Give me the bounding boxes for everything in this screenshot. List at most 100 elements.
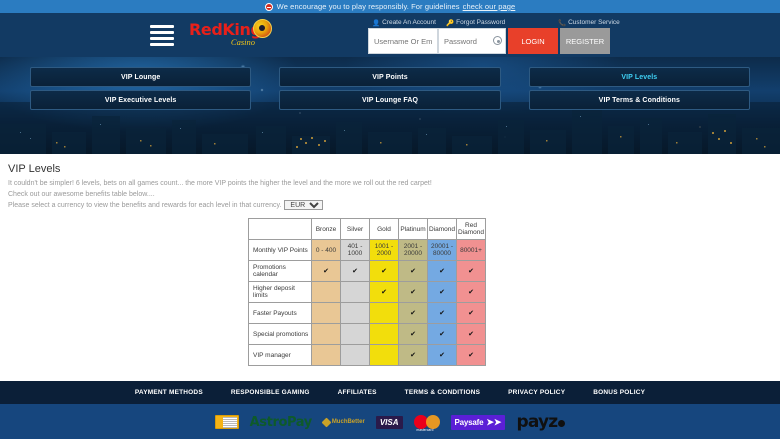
eye-icon[interactable]	[493, 36, 502, 45]
currency-select[interactable]: EUR	[284, 200, 324, 210]
check-icon: ✔	[468, 310, 474, 317]
responsible-gaming-banner: We encourage you to play responsibly. Fo…	[0, 0, 780, 13]
create-account-link[interactable]: 👤 Create An Account	[368, 19, 446, 27]
astropay-logo: AstroPay	[249, 414, 313, 430]
cell-faster-payouts-diamond: ✔	[426, 302, 458, 324]
phone-icon: 📞	[558, 19, 567, 27]
login-form: LOGIN REGISTER	[368, 28, 620, 54]
check-icon: ✔	[468, 289, 474, 296]
cell-faster-payouts-silver	[340, 302, 370, 324]
intro-line-1: It couldn't be simpler! 6 levels, bets o…	[8, 180, 432, 187]
paysafe-logo: Paysafe ➤➤	[450, 414, 506, 430]
cell-faster-payouts-bronze	[311, 302, 341, 324]
vip-hero-banner: VIP Lounge VIP Points VIP Levels VIP Exe…	[0, 57, 780, 154]
cell-higher-deposit-limits-bronze	[311, 281, 341, 303]
cell-vip-manager-bronze	[311, 344, 341, 366]
vip-benefits-table: Bronze Silver Gold Platinum Diamond Red …	[248, 218, 487, 366]
table-body: Monthly VIP Points 0 - 400 401 - 1000 1001 …	[248, 239, 487, 366]
points-cell-platinum: 2001 - 20000	[398, 239, 428, 261]
row-label-special-promotions: Special promotions	[248, 323, 312, 345]
row-label-promotions-calendar: Promotions calendar	[248, 260, 312, 282]
check-icon: ✔	[439, 268, 445, 275]
auth-area: 👤 Create An Account 🔑 Forgot Password 📞 …	[368, 17, 620, 54]
hamburger-menu-icon[interactable]	[150, 24, 174, 46]
cell-higher-deposit-limits-silver	[340, 281, 370, 303]
cityscape-illustration	[0, 102, 780, 154]
register-button[interactable]: REGISTER	[560, 28, 610, 54]
row-label-higher-deposit-limits: Higher deposit limits	[248, 281, 312, 303]
cell-faster-payouts-gold	[369, 302, 399, 324]
payz-dot-icon	[558, 420, 566, 427]
check-icon: ✔	[323, 268, 329, 275]
check-icon: ✔	[468, 352, 474, 359]
table-header-row: Bronze Silver Gold Platinum Diamond Red …	[248, 218, 487, 240]
cell-higher-deposit-limits-gold: ✔	[369, 281, 399, 303]
vip-nav: VIP Lounge VIP Points VIP Levels VIP Exe…	[0, 57, 780, 154]
points-cell-silver: 401 - 1000	[340, 239, 370, 261]
customer-service-link[interactable]: 📞 Customer Service	[558, 19, 620, 27]
responsible-gaming-link[interactable]: check our page	[462, 2, 516, 11]
table-row-special-promotions: Special promotions ✔ ✔ ✔	[248, 323, 487, 345]
tier-header-bronze: Bronze	[311, 218, 341, 240]
cell-vip-manager-diamond: ✔	[426, 344, 458, 366]
check-icon: ✔	[439, 331, 445, 338]
nav-button-vip-lounge-faq[interactable]: VIP Lounge FAQ	[279, 90, 501, 110]
nav-button-vip-lounge[interactable]: VIP Lounge	[30, 67, 252, 87]
cell-higher-deposit-limits-red-diamond: ✔	[456, 281, 487, 303]
password-wrapper	[438, 28, 506, 54]
tier-header-diamond: Diamond	[426, 218, 458, 240]
footer-link-payment-methods[interactable]: PAYMENT METHODS	[134, 389, 203, 396]
logo-wordmark: RedKings	[189, 20, 271, 39]
cell-faster-payouts-red-diamond: ✔	[456, 302, 487, 324]
cell-promotions-calendar-diamond: ✔	[426, 260, 458, 282]
logo-tagline: Casino	[230, 37, 255, 47]
tier-header-red-diamond: Red Diamond	[456, 218, 487, 240]
customer-service-label: Customer Service	[568, 19, 620, 26]
tier-header-silver: Silver	[340, 218, 370, 240]
check-icon: ✔	[468, 331, 474, 338]
login-button[interactable]: LOGIN	[508, 28, 558, 54]
site-logo[interactable]: RedKings Casino	[189, 18, 272, 52]
row-label-monthly-vip-points: Monthly VIP Points	[248, 239, 312, 261]
mastercard-red-circle-icon	[413, 414, 428, 429]
points-cell-bronze: 0 - 400	[311, 239, 341, 261]
check-icon: ✔	[381, 289, 387, 296]
page-title: VIP Levels	[8, 163, 61, 175]
payz-label: payz	[516, 412, 558, 432]
footer-link-responsible-gaming[interactable]: RESPONSIBLE GAMING	[230, 389, 310, 396]
table-row-faster-payouts: Faster Payouts ✔ ✔ ✔	[248, 302, 487, 324]
paysafe-label: Paysafe	[454, 417, 484, 427]
nav-button-vip-terms-conditions[interactable]: VIP Terms & Conditions	[528, 90, 750, 110]
user-icon: 👤	[372, 19, 381, 27]
table-row-higher-deposit-limits: Higher deposit limits ✔ ✔ ✔ ✔	[248, 281, 487, 303]
currency-row: Please select a currency to view the ben…	[8, 200, 780, 210]
footer-link-terms-conditions[interactable]: TERMS & CONDITIONS	[404, 389, 481, 396]
forgot-password-link[interactable]: 🔑 Forgot Password	[446, 19, 558, 27]
cell-higher-deposit-limits-platinum: ✔	[398, 281, 428, 303]
forgot-password-label: Forgot Password	[456, 19, 506, 26]
tier-header-gold: Gold	[369, 218, 399, 240]
cell-special-promotions-platinum: ✔	[398, 323, 428, 345]
tier-header-platinum: Platinum	[398, 218, 428, 240]
footer-link-affiliates[interactable]: AFFILIATES	[337, 389, 377, 396]
cell-special-promotions-gold	[369, 323, 399, 345]
row-label-vip-manager: VIP manager	[248, 344, 312, 366]
footer-link-bonus-policy[interactable]: BONUS POLICY	[593, 389, 646, 396]
check-icon: ✔	[381, 268, 387, 275]
footer-link-privacy-policy[interactable]: PRIVACY POLICY	[508, 389, 566, 396]
muchbetter-label: MuchBetter	[331, 419, 365, 425]
nav-button-vip-points[interactable]: VIP Points	[279, 67, 501, 87]
check-icon: ✔	[410, 310, 416, 317]
points-cell-red-diamond: 80001+	[456, 239, 487, 261]
username-input[interactable]	[368, 28, 438, 54]
row-label-faster-payouts: Faster Payouts	[248, 302, 312, 324]
muchbetter-diamond-icon	[321, 417, 332, 427]
mastercard-logo: mastercard	[413, 414, 440, 432]
points-cell-gold: 1001 - 2000	[369, 239, 399, 261]
check-icon: ✔	[410, 331, 416, 338]
nav-button-vip-executive-levels[interactable]: VIP Executive Levels	[30, 90, 252, 110]
cell-vip-manager-red-diamond: ✔	[456, 344, 487, 366]
auth-links: 👤 Create An Account 🔑 Forgot Password 📞 …	[368, 17, 620, 28]
check-icon: ✔	[439, 289, 445, 296]
nav-button-vip-levels[interactable]: VIP Levels	[528, 67, 750, 87]
